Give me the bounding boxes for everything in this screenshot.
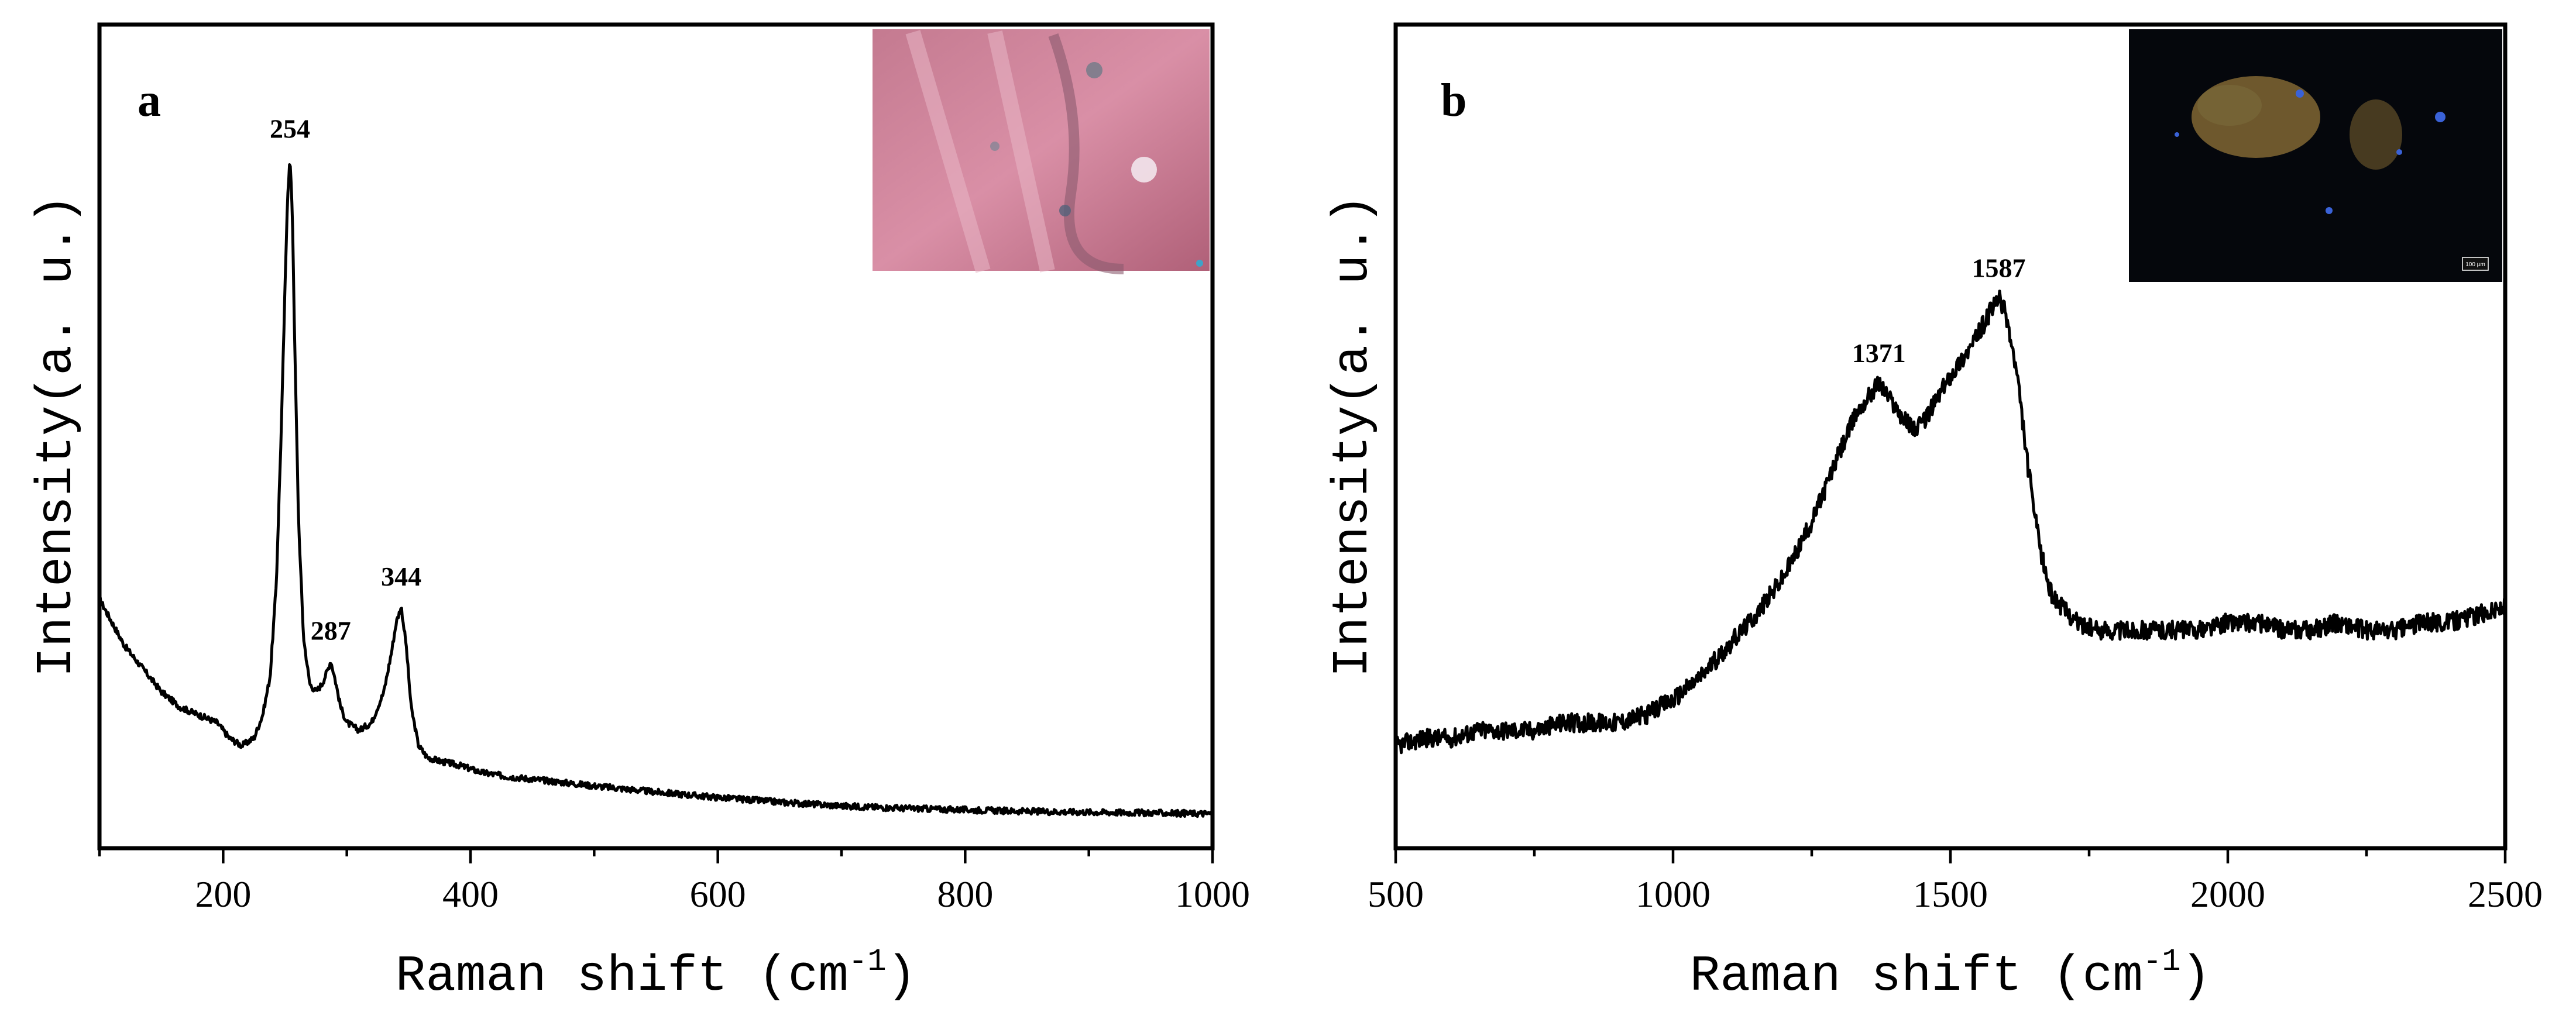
panel-a-peak-label-287: 287 <box>311 616 351 646</box>
panel-b-x-tick-label-2000: 2000 <box>2190 873 2265 915</box>
panel-b-label: b <box>1441 75 1467 126</box>
panel-a-y-axis-title: Intensity(a. u.) <box>28 194 85 677</box>
panel-a-x-tick-label-800: 800 <box>937 873 993 915</box>
panel-a-x-tick-label-400: 400 <box>442 873 499 915</box>
panel-a-x-tick-label-1000: 1000 <box>1175 873 1250 915</box>
panel-a-inset-micrograph <box>873 29 1210 274</box>
panel-b-x-axis-title: Raman shift (cm-1) <box>1690 944 2211 1005</box>
panel-a-plot-frame <box>97 22 1215 851</box>
panel-b-x-tick-label-1500: 1500 <box>1913 873 1988 915</box>
panel-b-x-tick-label-1000: 1000 <box>1636 873 1711 915</box>
panel-a-peak-label-344: 344 <box>381 562 421 591</box>
panel-a-label: a <box>138 75 161 126</box>
panel-a-x-tick-label-200: 200 <box>195 873 251 915</box>
panel-b-inset-scale-bar-label: 100 µm <box>2465 261 2485 268</box>
panel-b: 100 µm b 1371 1587 500 1000 1500 2000 25… <box>1324 22 2543 1005</box>
panel-b-x-ticks <box>1394 848 2507 863</box>
panel-a-x-tick-label-600: 600 <box>690 873 746 915</box>
panel-b-inset-micrograph: 100 µm <box>2129 29 2502 282</box>
panel-a: a 254 287 344 200 400 600 800 1000 Raman… <box>28 22 1250 1005</box>
panel-b-peak-label-1587: 1587 <box>1972 253 2025 283</box>
panel-b-spectrum-line <box>1395 290 2507 755</box>
panel-a-peak-label-254: 254 <box>270 114 310 144</box>
panel-a-spectrum-line <box>98 163 1214 818</box>
panel-b-x-tick-label-2500: 2500 <box>2468 873 2543 915</box>
panel-a-x-ticks <box>98 848 1214 863</box>
panel-a-x-axis-title: Raman shift (cm-1) <box>396 944 917 1005</box>
panel-b-peak-label-1371: 1371 <box>1852 338 1906 368</box>
panel-b-y-axis-title: Intensity(a. u.) <box>1324 194 1382 677</box>
panel-b-x-tick-label-500: 500 <box>1368 873 1424 915</box>
